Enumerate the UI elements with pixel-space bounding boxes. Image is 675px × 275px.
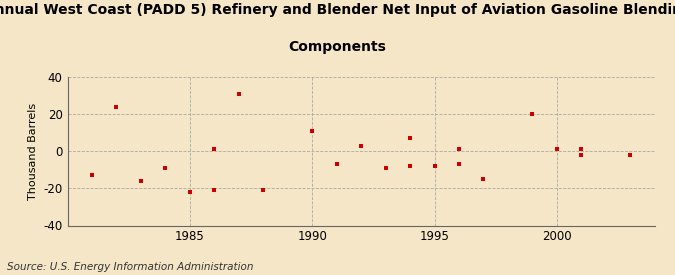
Point [234, 92, 244, 96]
Point [527, 112, 538, 116]
Point [258, 188, 269, 192]
Point [356, 144, 367, 148]
Text: Components: Components [289, 40, 386, 54]
Point [454, 162, 464, 166]
Point [429, 164, 440, 168]
Point [551, 147, 562, 152]
Point [478, 177, 489, 181]
Point [160, 166, 171, 170]
Text: Annual West Coast (PADD 5) Refinery and Blender Net Input of Aviation Gasoline B: Annual West Coast (PADD 5) Refinery and … [0, 3, 675, 17]
Point [404, 136, 415, 141]
Point [86, 173, 97, 178]
Point [111, 104, 122, 109]
Point [209, 147, 220, 152]
Point [404, 164, 415, 168]
Point [331, 162, 342, 166]
Point [380, 166, 391, 170]
Point [306, 129, 317, 133]
Y-axis label: Thousand Barrels: Thousand Barrels [28, 103, 38, 200]
Point [454, 147, 464, 152]
Point [184, 190, 195, 194]
Text: Source: U.S. Energy Information Administration: Source: U.S. Energy Information Administ… [7, 262, 253, 272]
Point [209, 188, 220, 192]
Point [136, 179, 146, 183]
Point [625, 153, 636, 157]
Point [576, 147, 587, 152]
Point [576, 153, 587, 157]
